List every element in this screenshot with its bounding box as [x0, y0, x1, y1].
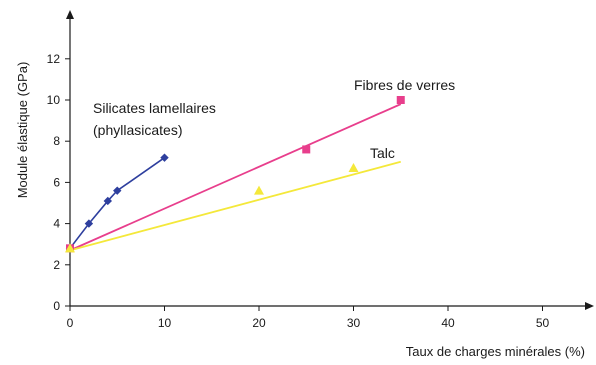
- y-axis-label: Module élastique (GPa): [15, 62, 30, 199]
- data-points: [65, 96, 405, 253]
- point-fibres: [302, 145, 311, 154]
- trendlines: [69, 103, 402, 252]
- y-tick-label: 10: [47, 93, 61, 107]
- point-fibres: [396, 96, 405, 104]
- x-tick-label: 50: [536, 316, 550, 330]
- x-axis-label: Taux de charges minérales (%): [406, 344, 585, 359]
- series-lines: [69, 157, 165, 249]
- axes: [65, 10, 594, 311]
- point-silicates: [113, 186, 122, 195]
- point-silicates: [84, 219, 94, 228]
- y-tick-label: 4: [53, 217, 60, 231]
- x-tick-label: 20: [252, 316, 266, 330]
- trendline-fibres-de-verres: [69, 103, 402, 252]
- point-talc: [65, 243, 75, 253]
- point-silicates: [160, 153, 169, 162]
- x-tick-label: 30: [347, 316, 361, 330]
- y-tick-label: 0: [53, 299, 60, 313]
- y-tick-label: 8: [53, 134, 60, 148]
- y-tick-label: 12: [47, 52, 61, 66]
- tick-labels: 0 10 20 30 40 50 0 2 4 6 8 10 12: [47, 52, 550, 330]
- trendline-talc: [69, 160, 401, 252]
- x-tick-label: 40: [441, 316, 455, 330]
- annotation-talc: Talc: [370, 145, 395, 161]
- y-tick-label: 6: [53, 175, 60, 189]
- x-tick-label: 0: [67, 316, 74, 330]
- x-tick-label: 10: [158, 316, 172, 330]
- y-tick-label: 2: [53, 258, 60, 272]
- series-line-silicates: [69, 157, 165, 249]
- point-talc: [254, 185, 264, 195]
- annotation-silicates-line1: Silicates lamellaires: [93, 100, 216, 116]
- point-talc: [348, 162, 359, 172]
- point-silicates: [103, 196, 112, 206]
- annotation-fibres-de-verres: Fibres de verres: [354, 77, 455, 93]
- annotation-silicates-line2: (phyllasicates): [93, 122, 182, 138]
